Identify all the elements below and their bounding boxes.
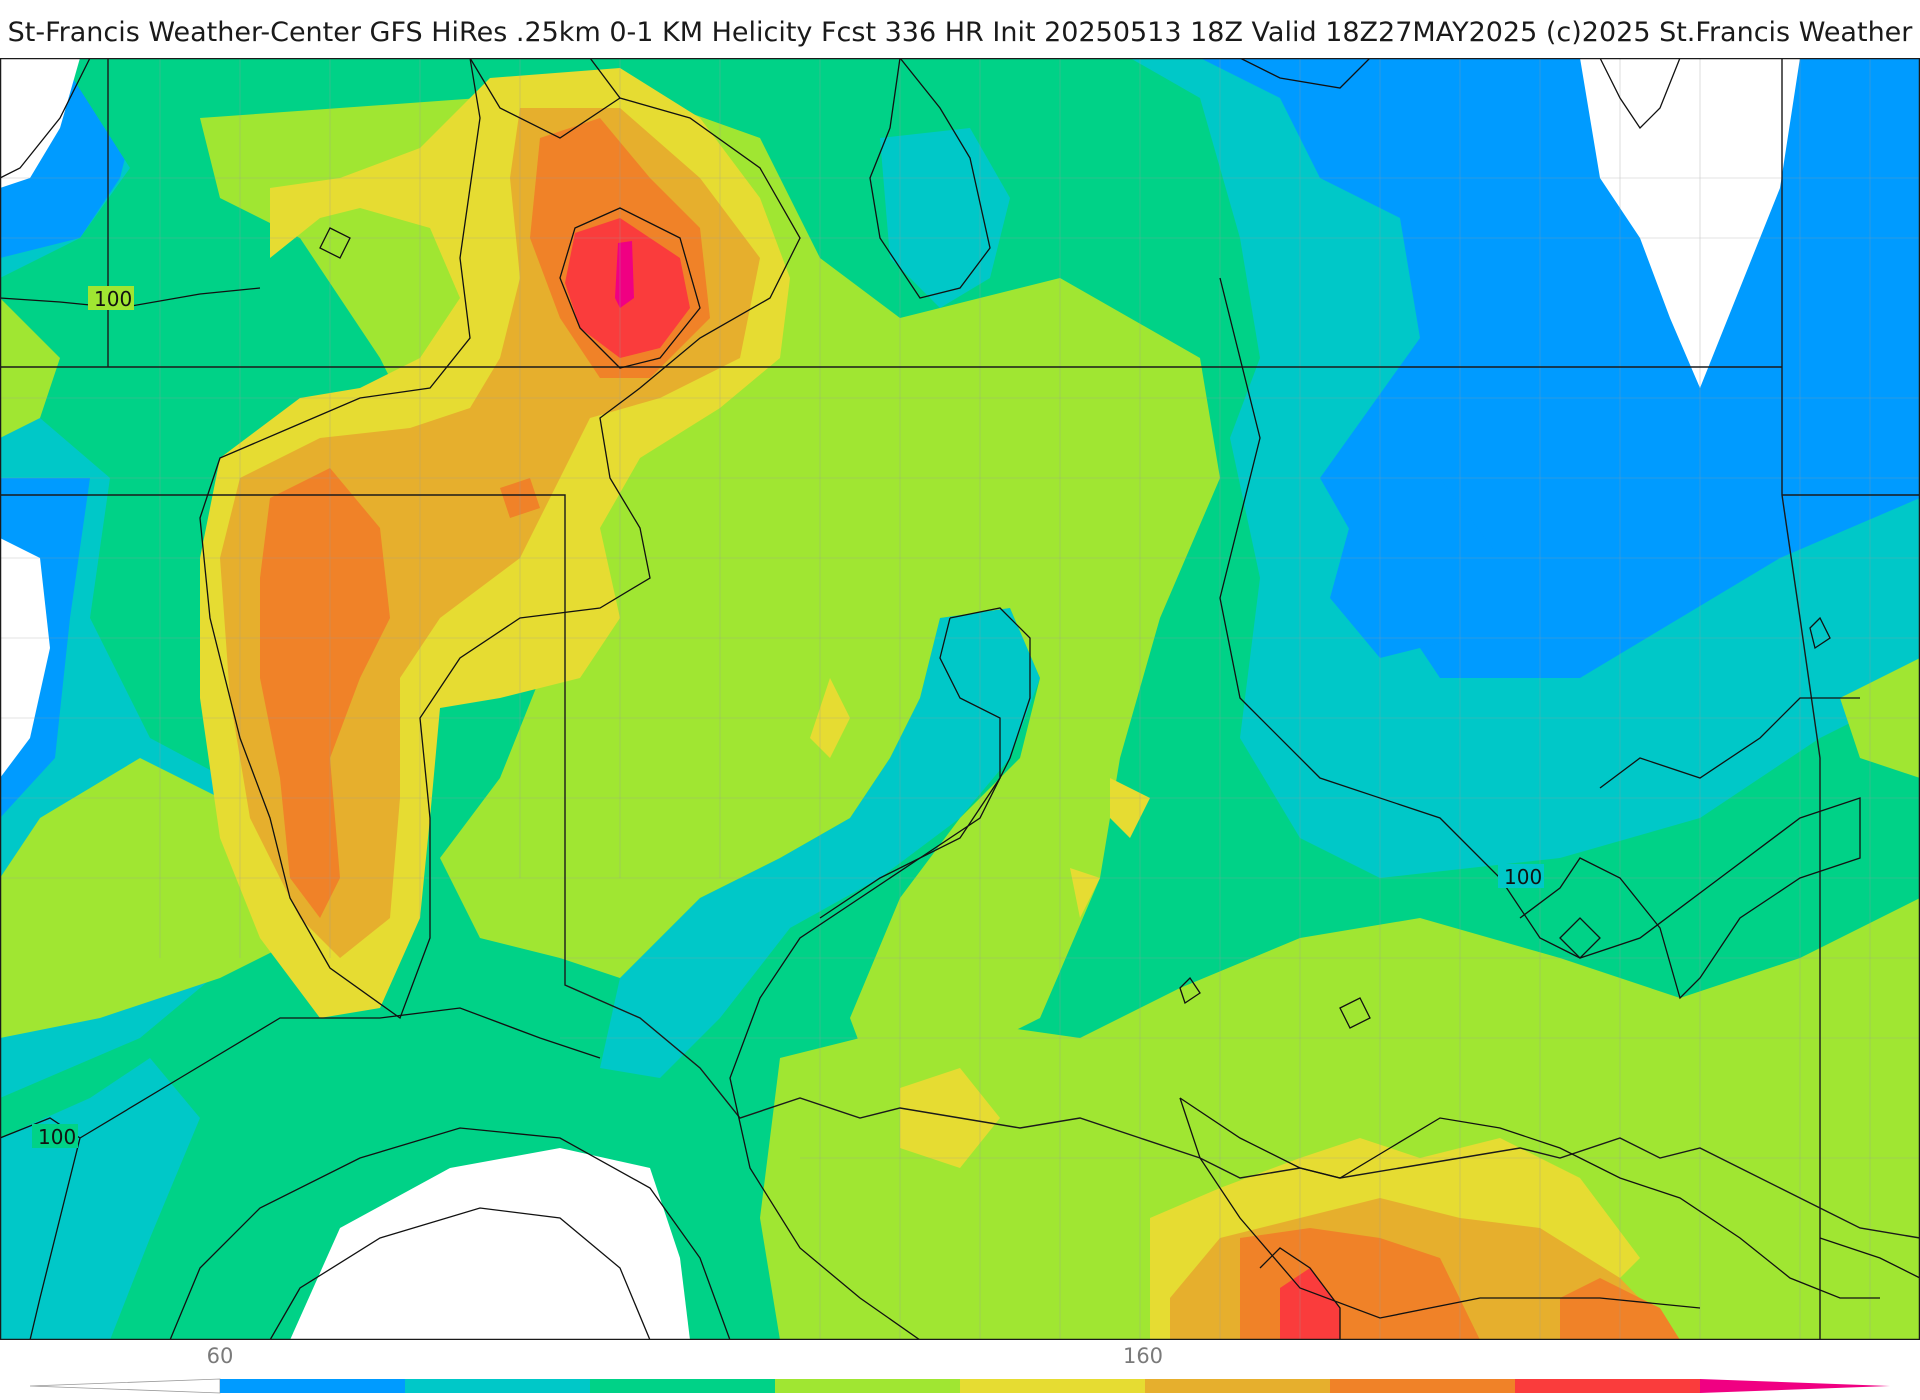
colorbar bbox=[30, 1378, 1890, 1394]
colorbar-segment bbox=[1145, 1379, 1331, 1393]
contour-lines bbox=[0, 58, 1920, 1340]
map-title: St-Francis Weather-Center GFS HiRes .25k… bbox=[7, 17, 1913, 48]
contour-label-100-b: 100 bbox=[1504, 865, 1542, 889]
colorbar-segment bbox=[960, 1379, 1146, 1393]
colorbar-extend-high bbox=[1700, 1379, 1890, 1393]
contour-label-100-c: 100 bbox=[38, 1125, 76, 1149]
colorbar-segment bbox=[590, 1379, 776, 1393]
contour-label-100-a: 100 bbox=[94, 287, 132, 311]
colorbar-segment bbox=[1330, 1379, 1516, 1393]
state-borders bbox=[0, 58, 1920, 1340]
helicity-map: 100 100 100 bbox=[0, 58, 1920, 1340]
county-lines bbox=[0, 58, 1920, 1340]
colorbar-segment bbox=[1515, 1379, 1701, 1393]
colorbar-tick-60: 60 bbox=[206, 1344, 234, 1368]
colorbar-extend-low bbox=[30, 1378, 221, 1394]
colorbar-segment bbox=[220, 1379, 406, 1393]
colorbar-segment bbox=[405, 1379, 591, 1393]
colorbar-segment bbox=[775, 1379, 961, 1393]
colorbar-tick-160: 160 bbox=[1122, 1344, 1164, 1368]
contour-label-group: 100 100 100 bbox=[32, 286, 1544, 1149]
band-magenta bbox=[615, 241, 634, 308]
